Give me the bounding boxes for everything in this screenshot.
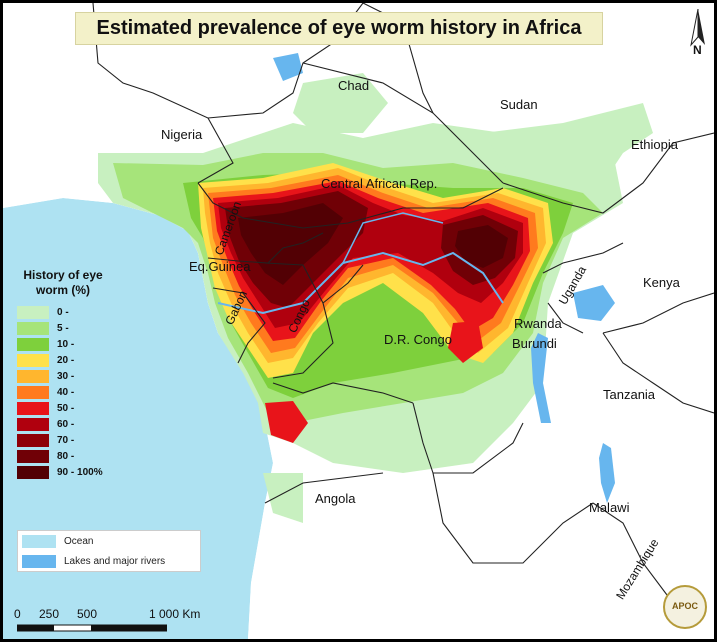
congo-river [217, 251, 504, 315]
legend-row: 50 - [17, 400, 127, 416]
country-label-central-african-rep: Central African Rep. [321, 176, 438, 191]
scale-label-250: 250 [39, 607, 60, 621]
north-arrow [687, 8, 709, 65]
lake-tanganyika [531, 333, 551, 423]
legend-row: 5 - [17, 320, 127, 336]
prevalence-zone-central-south [448, 321, 483, 363]
legend-label-ocean: Ocean [64, 535, 94, 547]
country-label-tanzania: Tanzania [603, 387, 656, 402]
scale-label-1000: 1 000 Km [149, 607, 201, 621]
legend-swatch [17, 417, 49, 431]
country-label-burundi: Burundi [512, 336, 557, 351]
scale-bar: 0 250 500 1 000 Km [14, 607, 227, 639]
legend-label: 30 - [57, 370, 75, 382]
base-legend: Ocean Lakes and major rivers [17, 530, 201, 572]
scale-label-500: 500 [77, 607, 98, 621]
legend-swatch [17, 465, 49, 479]
legend-row-ocean: Ocean [18, 531, 200, 551]
legend-row: 10 - [17, 336, 127, 352]
ubangi-river [342, 212, 444, 264]
legend-row: 0 - [17, 304, 127, 320]
scale-bar-graphic [16, 624, 168, 632]
legend-label: 50 - [57, 402, 75, 414]
map-title: Estimated prevalence of eye worm history… [75, 12, 603, 45]
legend-label: 70 - [57, 434, 75, 446]
north-label: N [693, 43, 702, 57]
map-canvas [3, 3, 714, 639]
legend-swatch [17, 385, 49, 399]
country-label-dr-congo: D.R. Congo [384, 332, 452, 347]
prevalence-zone-90-east [455, 225, 508, 268]
apoc-logo: APOC [663, 585, 707, 629]
legend-label: 10 - [57, 338, 75, 350]
map-frame: Estimated prevalence of eye worm history… [3, 3, 714, 639]
prevalence-zone-0-south [263, 473, 303, 523]
lakes-swatch [22, 554, 56, 568]
legend-label: 20 - [57, 354, 75, 366]
legend-title: History of eye worm (%) [23, 268, 103, 297]
country-borders [92, 3, 714, 604]
legend-label: 40 - [57, 386, 75, 398]
country-label-sudan: Sudan [500, 97, 538, 112]
prevalence-zone-90 [238, 203, 343, 285]
legend-label: 80 - [57, 450, 75, 462]
country-label-chad: Chad [338, 78, 370, 93]
legend-label: 90 - 100% [57, 466, 103, 478]
legend-label: 5 - [57, 322, 69, 334]
lake-chad [273, 53, 303, 81]
legend-label: 0 - [57, 306, 69, 318]
legend-swatch [17, 321, 49, 335]
prevalence-legend: History of eye worm (%) 0 - 5 - 10 - 20 - 30… [17, 268, 127, 480]
ocean-area [3, 198, 273, 639]
legend-row: 40 - [17, 384, 127, 400]
legend-row: 20 - [17, 352, 127, 368]
prevalence-zone-0-north [293, 73, 388, 133]
legend-swatch [17, 305, 49, 319]
legend-row: 80 - [17, 448, 127, 464]
legend-swatch [17, 337, 49, 351]
legend-swatch [17, 449, 49, 463]
country-label-ethiopia: Ethiopia [631, 137, 678, 152]
legend-row: 30 - [17, 368, 127, 384]
country-label-kenya: Kenya [643, 275, 680, 290]
lake-victoria [573, 285, 615, 321]
ocean-swatch [22, 534, 56, 548]
legend-swatch [17, 369, 49, 383]
legend-row: 90 - 100% [17, 464, 127, 480]
prevalence-zone-southwest [265, 401, 308, 443]
country-label-eq-guinea: Eq.Guinea [189, 259, 251, 274]
legend-swatch [17, 401, 49, 415]
country-label-nigeria: Nigeria [161, 127, 203, 142]
country-label-angola: Angola [315, 491, 356, 506]
lake-malawi [599, 443, 615, 503]
map-title-text: Estimated prevalence of eye worm history… [96, 17, 582, 39]
legend-label: 60 - [57, 418, 75, 430]
apoc-logo-text: APOC [671, 601, 698, 611]
country-label-malawi: Malawi [589, 500, 630, 515]
legend-swatch [17, 433, 49, 447]
legend-swatch [17, 353, 49, 367]
north-arrow-icon [690, 8, 705, 47]
legend-row-lakes: Lakes and major rivers [18, 551, 200, 571]
legend-row: 70 - [17, 432, 127, 448]
legend-label-lakes: Lakes and major rivers [64, 555, 166, 567]
scale-label-0: 0 [14, 607, 21, 621]
legend-row: 60 - [17, 416, 127, 432]
prevalence-zone-0-east [483, 103, 653, 203]
country-label-rwanda: Rwanda [514, 316, 562, 331]
